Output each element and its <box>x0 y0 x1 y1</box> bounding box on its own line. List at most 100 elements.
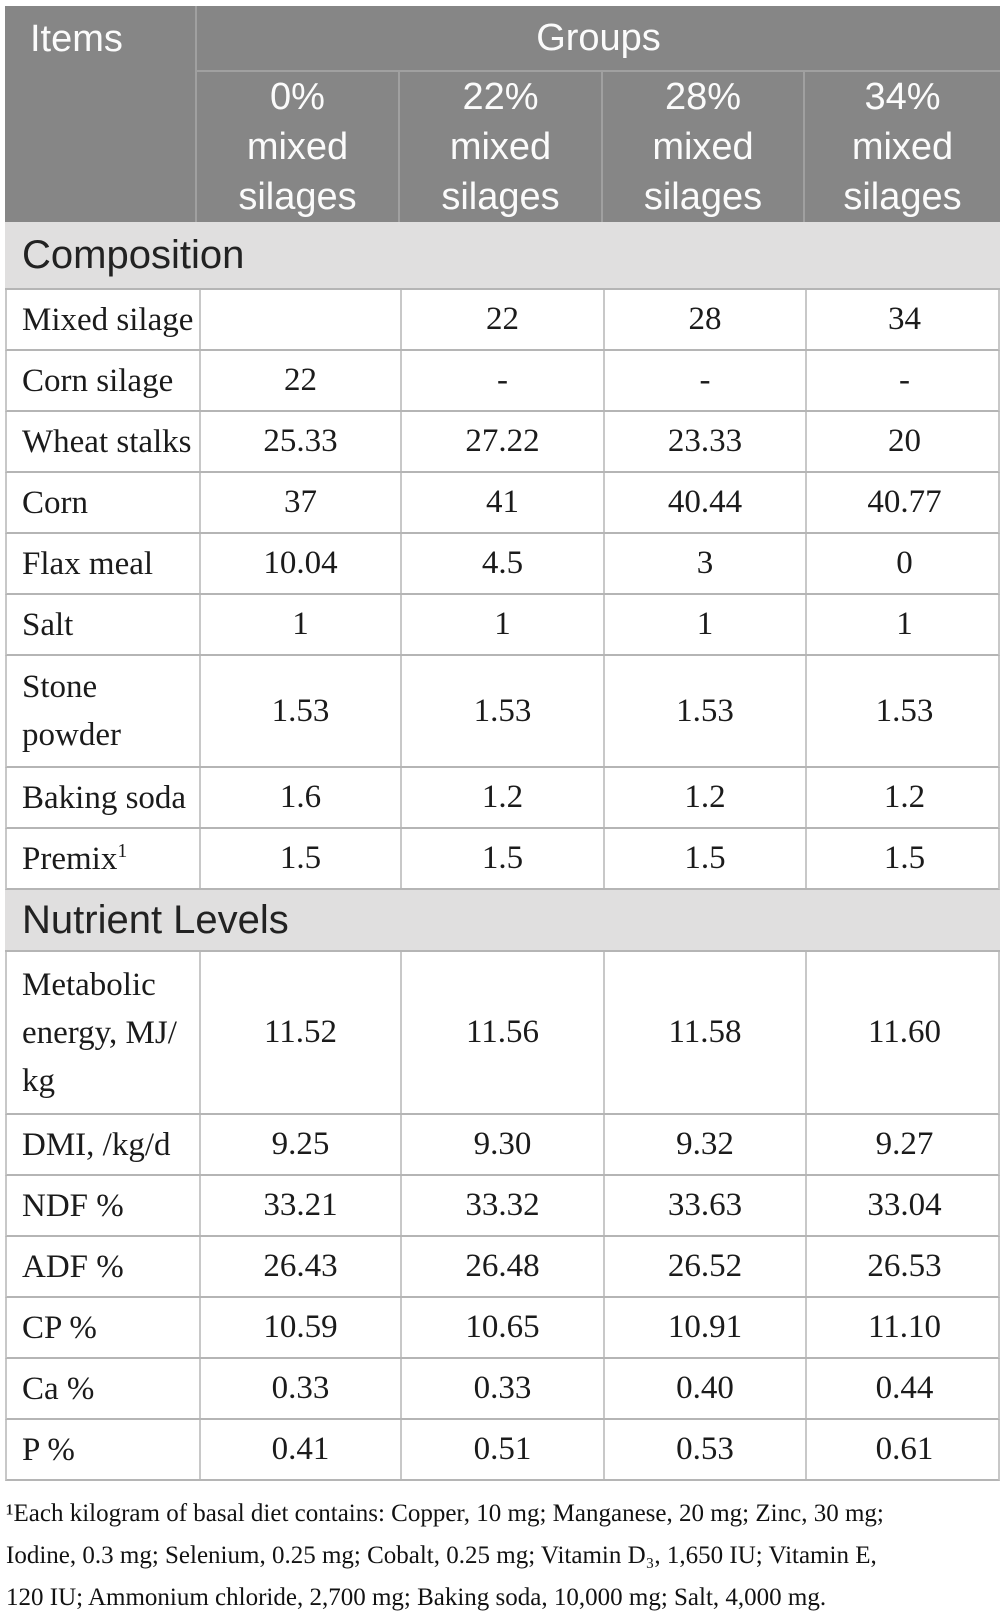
row-label: P % <box>7 1420 199 1479</box>
cell-value: 28 <box>603 290 805 349</box>
table-row: Wheat stalks 25.33 27.22 23.33 20 <box>5 412 1000 473</box>
column-header-line: mixed <box>652 126 754 168</box>
column-header-line: silages <box>643 176 763 218</box>
footnote-line: ¹Each kilogram of basal diet contains: C… <box>6 1500 884 1527</box>
row-label: DMI, /kg/d <box>7 1115 199 1174</box>
cell-value: 26.48 <box>400 1237 603 1296</box>
cell-value: 10.04 <box>199 534 400 593</box>
section-title: Nutrient Levels <box>22 897 289 942</box>
cell-value: 41 <box>400 473 603 532</box>
cell-value: 1.2 <box>603 768 805 827</box>
table-row: Stone powder 1.53 1.53 1.53 1.53 <box>5 656 1000 768</box>
column-header: 22% mixed silages <box>398 72 601 222</box>
items-header-cell: Items <box>5 6 197 222</box>
cell-value: 0.33 <box>400 1359 603 1418</box>
row-label: Wheat stalks <box>7 412 199 471</box>
row-label-line: Mixed silage <box>22 301 194 338</box>
table-row: Metabolic energy, MJ/kg 11.52 11.56 11.58 11.… <box>5 952 1000 1115</box>
cell-value: 1.53 <box>400 656 603 766</box>
row-label-line: Corn silage <box>22 362 174 399</box>
footnote-line: 120 IU; Ammonium chloride, 2,700 mg; Bak… <box>6 1584 827 1611</box>
table-body: Composition Mixed silage 22 28 34 Corn silage… <box>5 222 1000 1481</box>
row-label-line: Salt <box>22 606 74 643</box>
row-label: Corn silage <box>7 351 199 410</box>
cell-value: 0.40 <box>603 1359 805 1418</box>
column-header-line: silages <box>238 176 357 218</box>
row-label-line: Premix1 <box>22 839 128 877</box>
row-label-line: Wheat stalks <box>22 423 192 460</box>
cell-value: 1.2 <box>805 768 1002 827</box>
cell-value: 1.5 <box>805 829 1002 888</box>
table-row: Ca % 0.33 0.33 0.40 0.44 <box>5 1359 1000 1420</box>
table-header: Items Groups 0% mixed silages 22% mixed silag… <box>5 6 1000 222</box>
cell-value: 1.2 <box>400 768 603 827</box>
cell-value: 20 <box>805 412 1002 471</box>
cell-value: 23.33 <box>603 412 805 471</box>
cell-value: - <box>603 351 805 410</box>
cell-value: - <box>805 351 1002 410</box>
table-row: Baking soda 1.6 1.2 1.2 1.2 <box>5 768 1000 829</box>
row-label: Corn <box>7 473 199 532</box>
cell-value: 33.32 <box>400 1176 603 1235</box>
row-label: ADF % <box>7 1237 199 1296</box>
cell-value: 1.53 <box>199 656 400 766</box>
row-label-line: CP % <box>22 1309 97 1346</box>
row-label-line: energy, MJ/ <box>22 1014 177 1051</box>
cell-value: 11.56 <box>400 952 603 1113</box>
cell-value: 1.6 <box>199 768 400 827</box>
cell-value: 1.5 <box>199 829 400 888</box>
row-label: NDF % <box>7 1176 199 1235</box>
cell-value: 22 <box>199 351 400 410</box>
cell-value: 11.60 <box>805 952 1002 1113</box>
column-header-line: 34% <box>864 76 941 118</box>
column-header-line: mixed <box>449 126 552 168</box>
row-label-line: Baking soda <box>22 779 187 816</box>
cell-value: 26.53 <box>805 1237 1002 1296</box>
column-header: 28% mixed silages <box>601 72 803 222</box>
cell-value: 37 <box>199 473 400 532</box>
row-label-line: kg <box>22 1062 55 1099</box>
cell-value: 1.53 <box>603 656 805 766</box>
cell-value: 4.5 <box>400 534 603 593</box>
table-row: Premix1 1.5 1.5 1.5 1.5 <box>5 829 1000 890</box>
section-header-nutrient-levels: Nutrient Levels <box>5 890 1000 952</box>
column-header-line: 0% <box>270 76 325 118</box>
cell-value: 27.22 <box>400 412 603 471</box>
cell-value: 33.04 <box>805 1176 1002 1235</box>
cell-value: 0.44 <box>805 1359 1002 1418</box>
row-label: Baking soda <box>7 768 199 827</box>
column-header-line: 28% <box>664 76 742 118</box>
cell-value: 34 <box>805 290 1002 349</box>
row-label-line: Flax meal <box>22 545 154 582</box>
cell-value: 1.53 <box>805 656 1002 766</box>
row-label-line: Metabolic <box>22 966 156 1003</box>
cell-value: 1 <box>400 595 603 654</box>
cell-value: 40.44 <box>603 473 805 532</box>
table-footnote: ¹Each kilogram of basal diet contains: C… <box>5 1481 1000 1614</box>
cell-value: 10.59 <box>199 1298 400 1357</box>
cell-value: 0.41 <box>199 1420 400 1479</box>
cell-value: 11.58 <box>603 952 805 1113</box>
cell-value: 10.91 <box>603 1298 805 1357</box>
row-label: Flax meal <box>7 534 199 593</box>
cell-value: 9.27 <box>805 1115 1002 1174</box>
cell-value: 11.10 <box>805 1298 1002 1357</box>
row-label-line: Ca % <box>22 1370 95 1407</box>
cell-value: 25.33 <box>199 412 400 471</box>
cell-value: 1.5 <box>400 829 603 888</box>
section-title: Composition <box>22 232 245 277</box>
table-row: Flax meal 10.04 4.5 3 0 <box>5 534 1000 595</box>
cell-value: 9.32 <box>603 1115 805 1174</box>
cell-value: 40.77 <box>805 473 1002 532</box>
column-header-line: silages <box>843 176 962 218</box>
cell-value: 9.30 <box>400 1115 603 1174</box>
column-header-line: 22% <box>462 76 539 118</box>
cell-value: 0.51 <box>400 1420 603 1479</box>
cell-value: 0.33 <box>199 1359 400 1418</box>
table-row: ADF % 26.43 26.48 26.52 26.53 <box>5 1237 1000 1298</box>
table-row: NDF % 33.21 33.32 33.63 33.04 <box>5 1176 1000 1237</box>
table-row: P % 0.41 0.51 0.53 0.61 <box>5 1420 1000 1481</box>
cell-value: 22 <box>400 290 603 349</box>
row-label-line: powder <box>22 717 121 753</box>
column-header-line: mixed <box>851 126 954 168</box>
